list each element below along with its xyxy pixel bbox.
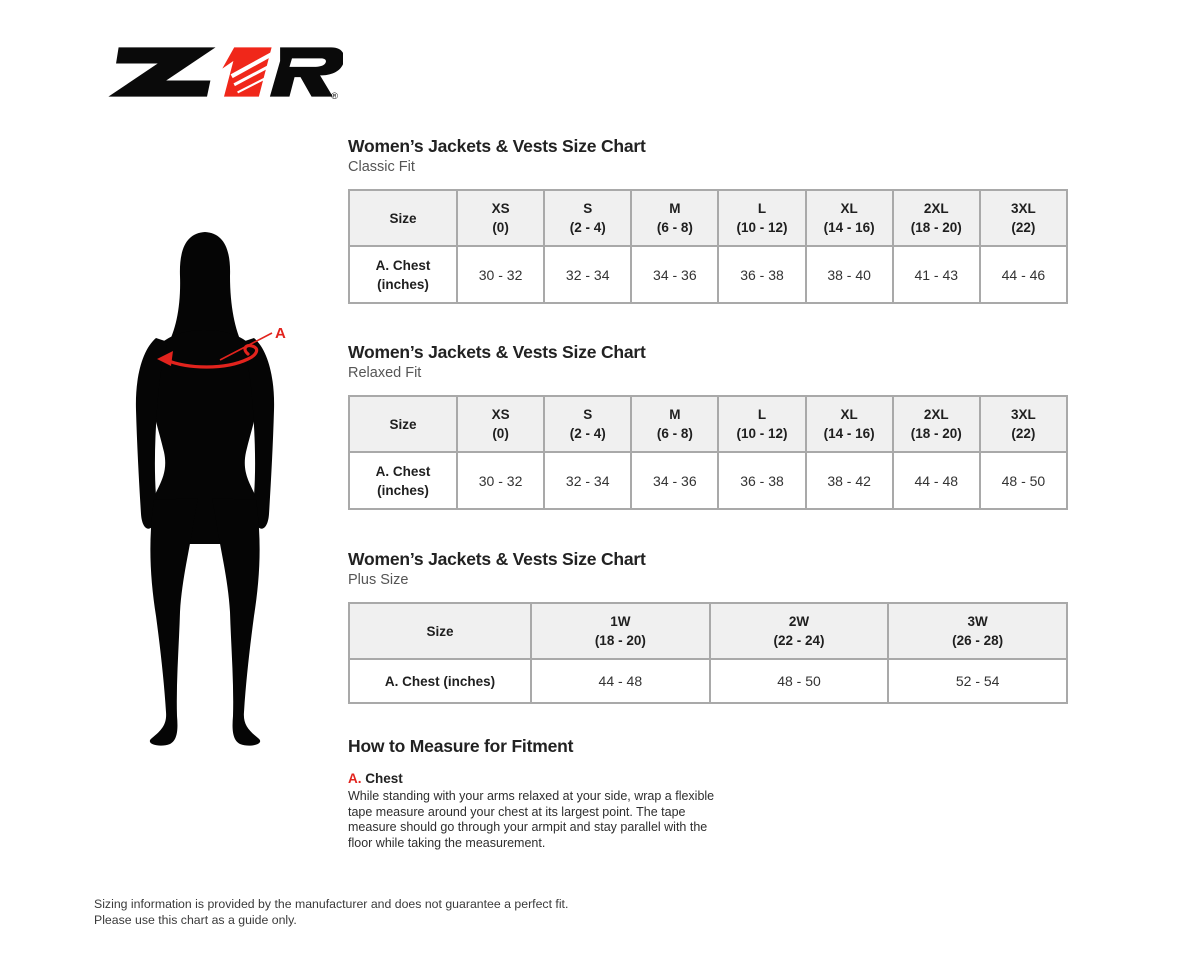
column-header: 2W (22 - 24) xyxy=(708,602,890,660)
logo-letter-r xyxy=(269,47,345,97)
registered-mark: ® xyxy=(331,91,338,101)
table-header-row: Size XS (0) S (2 - 4) M (6 - 8) L (10 - 12) XL (14… xyxy=(348,189,1069,247)
chest-measurement-annotation: A xyxy=(157,325,286,369)
size-value: 52 - 54 xyxy=(887,658,1068,704)
column-header: 3XL (22) xyxy=(978,395,1069,453)
section-subtitle: Plus Size xyxy=(348,572,409,588)
size-value: 44 - 48 xyxy=(891,451,981,510)
column-header: Size xyxy=(348,602,532,660)
size-value: 32 - 34 xyxy=(543,245,633,304)
size-table-classic-fit: Size XS (0) S (2 - 4) M (6 - 8) L (10 - 12) XL (14… xyxy=(348,189,1069,304)
column-header: Size xyxy=(348,395,458,453)
woman-silhouette-graphic: A xyxy=(135,232,286,746)
column-header: Size xyxy=(348,189,458,247)
disclaimer-footer: Sizing information is provided by the ma… xyxy=(94,897,568,928)
column-header: S (2 - 4) xyxy=(543,395,633,453)
row-label: A. Chest (inches) xyxy=(348,658,532,704)
size-value: 48 - 50 xyxy=(708,658,890,704)
measure-item-label: A. Chest xyxy=(348,771,768,786)
table-row: A. Chest (inches) 30 - 32 32 - 34 34 - 36 36 … xyxy=(348,245,1069,304)
tape-arrowhead xyxy=(157,351,173,366)
annotation-a-label: A xyxy=(275,325,286,342)
size-table-relaxed-fit: Size XS (0) S (2 - 4) M (6 - 8) L (10 - 12) XL (14… xyxy=(348,395,1069,510)
column-header: 1W (18 - 20) xyxy=(530,602,711,660)
silhouette-torso xyxy=(148,330,262,544)
size-value: 41 - 43 xyxy=(891,245,981,304)
column-header: XL (14 - 16) xyxy=(804,189,894,247)
measure-item-description: While standing with your arms relaxed at… xyxy=(348,789,715,850)
section-title: Women’s Jackets & Vests Size Chart xyxy=(348,549,646,569)
size-value: 30 - 32 xyxy=(455,245,546,304)
size-value: 36 - 38 xyxy=(717,245,807,304)
size-table-plus-size: Size 1W (18 - 20) 2W (22 - 24) 3W (26 - 28) A.… xyxy=(348,602,1068,704)
column-header: 3W (26 - 28) xyxy=(887,602,1068,660)
disclaimer-line-1: Sizing information is provided by the ma… xyxy=(94,897,569,911)
table-header-row: Size 1W (18 - 20) 2W (22 - 24) 3W (26 - 28) xyxy=(348,602,1068,660)
silhouette-right-leg xyxy=(212,498,261,746)
size-value: 30 - 32 xyxy=(455,451,546,510)
column-header: 2XL (18 - 20) xyxy=(891,189,981,247)
row-label: A. Chest (inches) xyxy=(348,451,458,510)
column-header: M (6 - 8) xyxy=(630,395,720,453)
table-row: A. Chest (inches) 30 - 32 32 - 34 34 - 36 36 … xyxy=(348,451,1069,510)
section-subtitle: Classic Fit xyxy=(348,159,415,175)
disclaimer-line-2: Please use this chart as a guide only. xyxy=(94,912,297,927)
logo-letter-z xyxy=(108,47,216,97)
size-value: 34 - 36 xyxy=(630,451,720,510)
column-header: 2XL (18 - 20) xyxy=(891,395,981,453)
table-row: A. Chest (inches) 44 - 48 48 - 50 52 - 54 xyxy=(348,658,1068,704)
row-label: A. Chest (inches) xyxy=(348,245,458,304)
measure-item-chest: A. Chest While standing with your arms r… xyxy=(348,771,768,851)
size-value: 44 - 48 xyxy=(530,658,711,704)
logo-letter-1 xyxy=(222,47,272,97)
woman-silhouette xyxy=(135,232,275,746)
section-title: Women’s Jackets & Vests Size Chart xyxy=(348,342,646,362)
column-header: XL (14 - 16) xyxy=(804,395,894,453)
section-subtitle: Relaxed Fit xyxy=(348,365,422,381)
column-header: L (10 - 12) xyxy=(717,189,807,247)
column-header: S (2 - 4) xyxy=(543,189,633,247)
section-classic-fit: Women’s Jackets & Vests Size Chart Class… xyxy=(348,136,1069,304)
z1r-logo-graphic: ® xyxy=(108,47,345,101)
size-value: 36 - 38 xyxy=(717,451,807,510)
silhouette-right-arm xyxy=(242,338,275,529)
measure-item-name: Chest xyxy=(365,771,403,786)
section-title: Women’s Jackets & Vests Size Chart xyxy=(348,136,646,156)
column-header: XS (0) xyxy=(455,395,546,453)
z1r-logo: ® xyxy=(105,40,345,104)
column-header: L (10 - 12) xyxy=(717,395,807,453)
size-value: 48 - 50 xyxy=(978,451,1069,510)
table-header-row: Size XS (0) S (2 - 4) M (6 - 8) L (10 - 12) XL (14… xyxy=(348,395,1069,453)
measure-item-key: A. xyxy=(348,771,362,786)
column-header: XS (0) xyxy=(455,189,546,247)
silhouette-left-arm xyxy=(135,338,168,529)
size-value: 44 - 46 xyxy=(978,245,1069,304)
silhouette-left-leg xyxy=(149,498,198,746)
measurement-figure: A xyxy=(130,230,330,748)
annotation-leader-line xyxy=(219,332,273,361)
section-relaxed-fit: Women’s Jackets & Vests Size Chart Relax… xyxy=(348,342,1069,510)
how-to-measure-section: How to Measure for Fitment A. Chest Whil… xyxy=(348,736,768,851)
size-value: 34 - 36 xyxy=(630,245,720,304)
section-plus-size: Women’s Jackets & Vests Size Chart Plus … xyxy=(348,549,1068,704)
size-value: 38 - 40 xyxy=(804,245,894,304)
size-value: 38 - 42 xyxy=(804,451,894,510)
size-value: 32 - 34 xyxy=(543,451,633,510)
logo-speed-stripes xyxy=(230,51,282,94)
silhouette-hair xyxy=(167,232,243,346)
column-header: 3XL (22) xyxy=(978,189,1069,247)
column-header: M (6 - 8) xyxy=(630,189,720,247)
measure-title: How to Measure for Fitment xyxy=(348,736,574,756)
